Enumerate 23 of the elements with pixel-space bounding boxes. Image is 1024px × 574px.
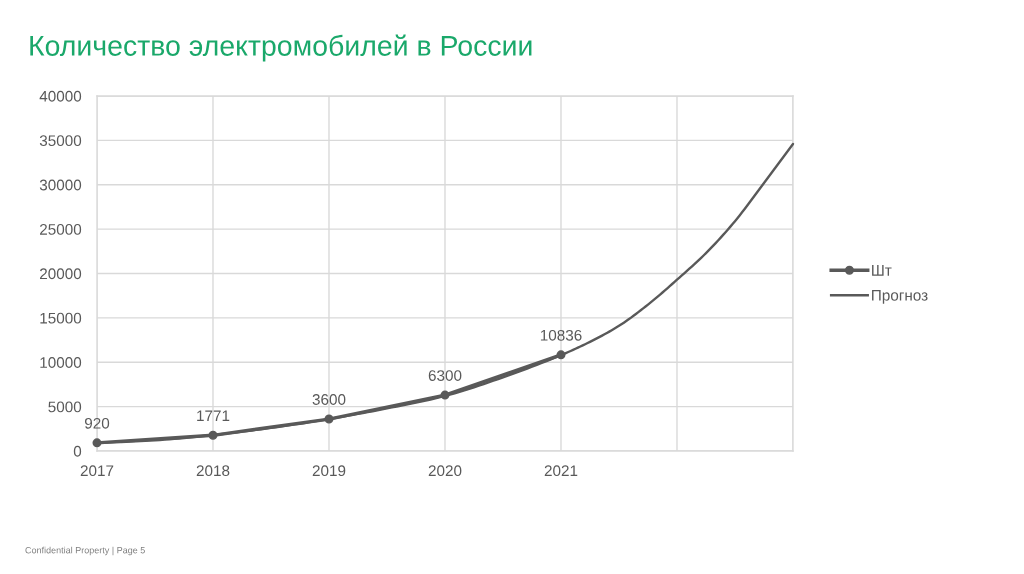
x-tick-label: 2020: [428, 465, 462, 477]
chart-title: Количество электромобилей в России: [30, 34, 532, 62]
y-tick-label: 40000: [39, 90, 82, 102]
data-label: 6300: [428, 370, 462, 381]
y-tick-label: 20000: [40, 268, 82, 280]
x-tick-label: 2021: [544, 465, 578, 477]
data-label: 1771: [197, 410, 230, 421]
text: Confidential Property | Page 5: [25, 546, 145, 556]
legend-label: Прогноз: [872, 290, 928, 304]
data-label: 10836: [540, 329, 582, 341]
x-tick-label: 2018: [196, 465, 230, 477]
data-label: 920: [84, 417, 110, 429]
y-tick-label: 0: [73, 445, 82, 457]
y-tick-label: 5000: [48, 401, 82, 413]
x-tick-label: 2017: [80, 465, 114, 477]
y-tick-label: 25000: [40, 223, 82, 235]
legend-label: Шт: [872, 265, 892, 276]
data-label: 3600: [312, 394, 346, 405]
x-tick-label: 2019: [312, 465, 346, 477]
y-tick-label: 10000: [40, 357, 82, 368]
y-tick-label: 15000: [40, 312, 82, 324]
y-tick-label: 30000: [39, 179, 82, 191]
y-tick-label: 35000: [39, 135, 82, 147]
